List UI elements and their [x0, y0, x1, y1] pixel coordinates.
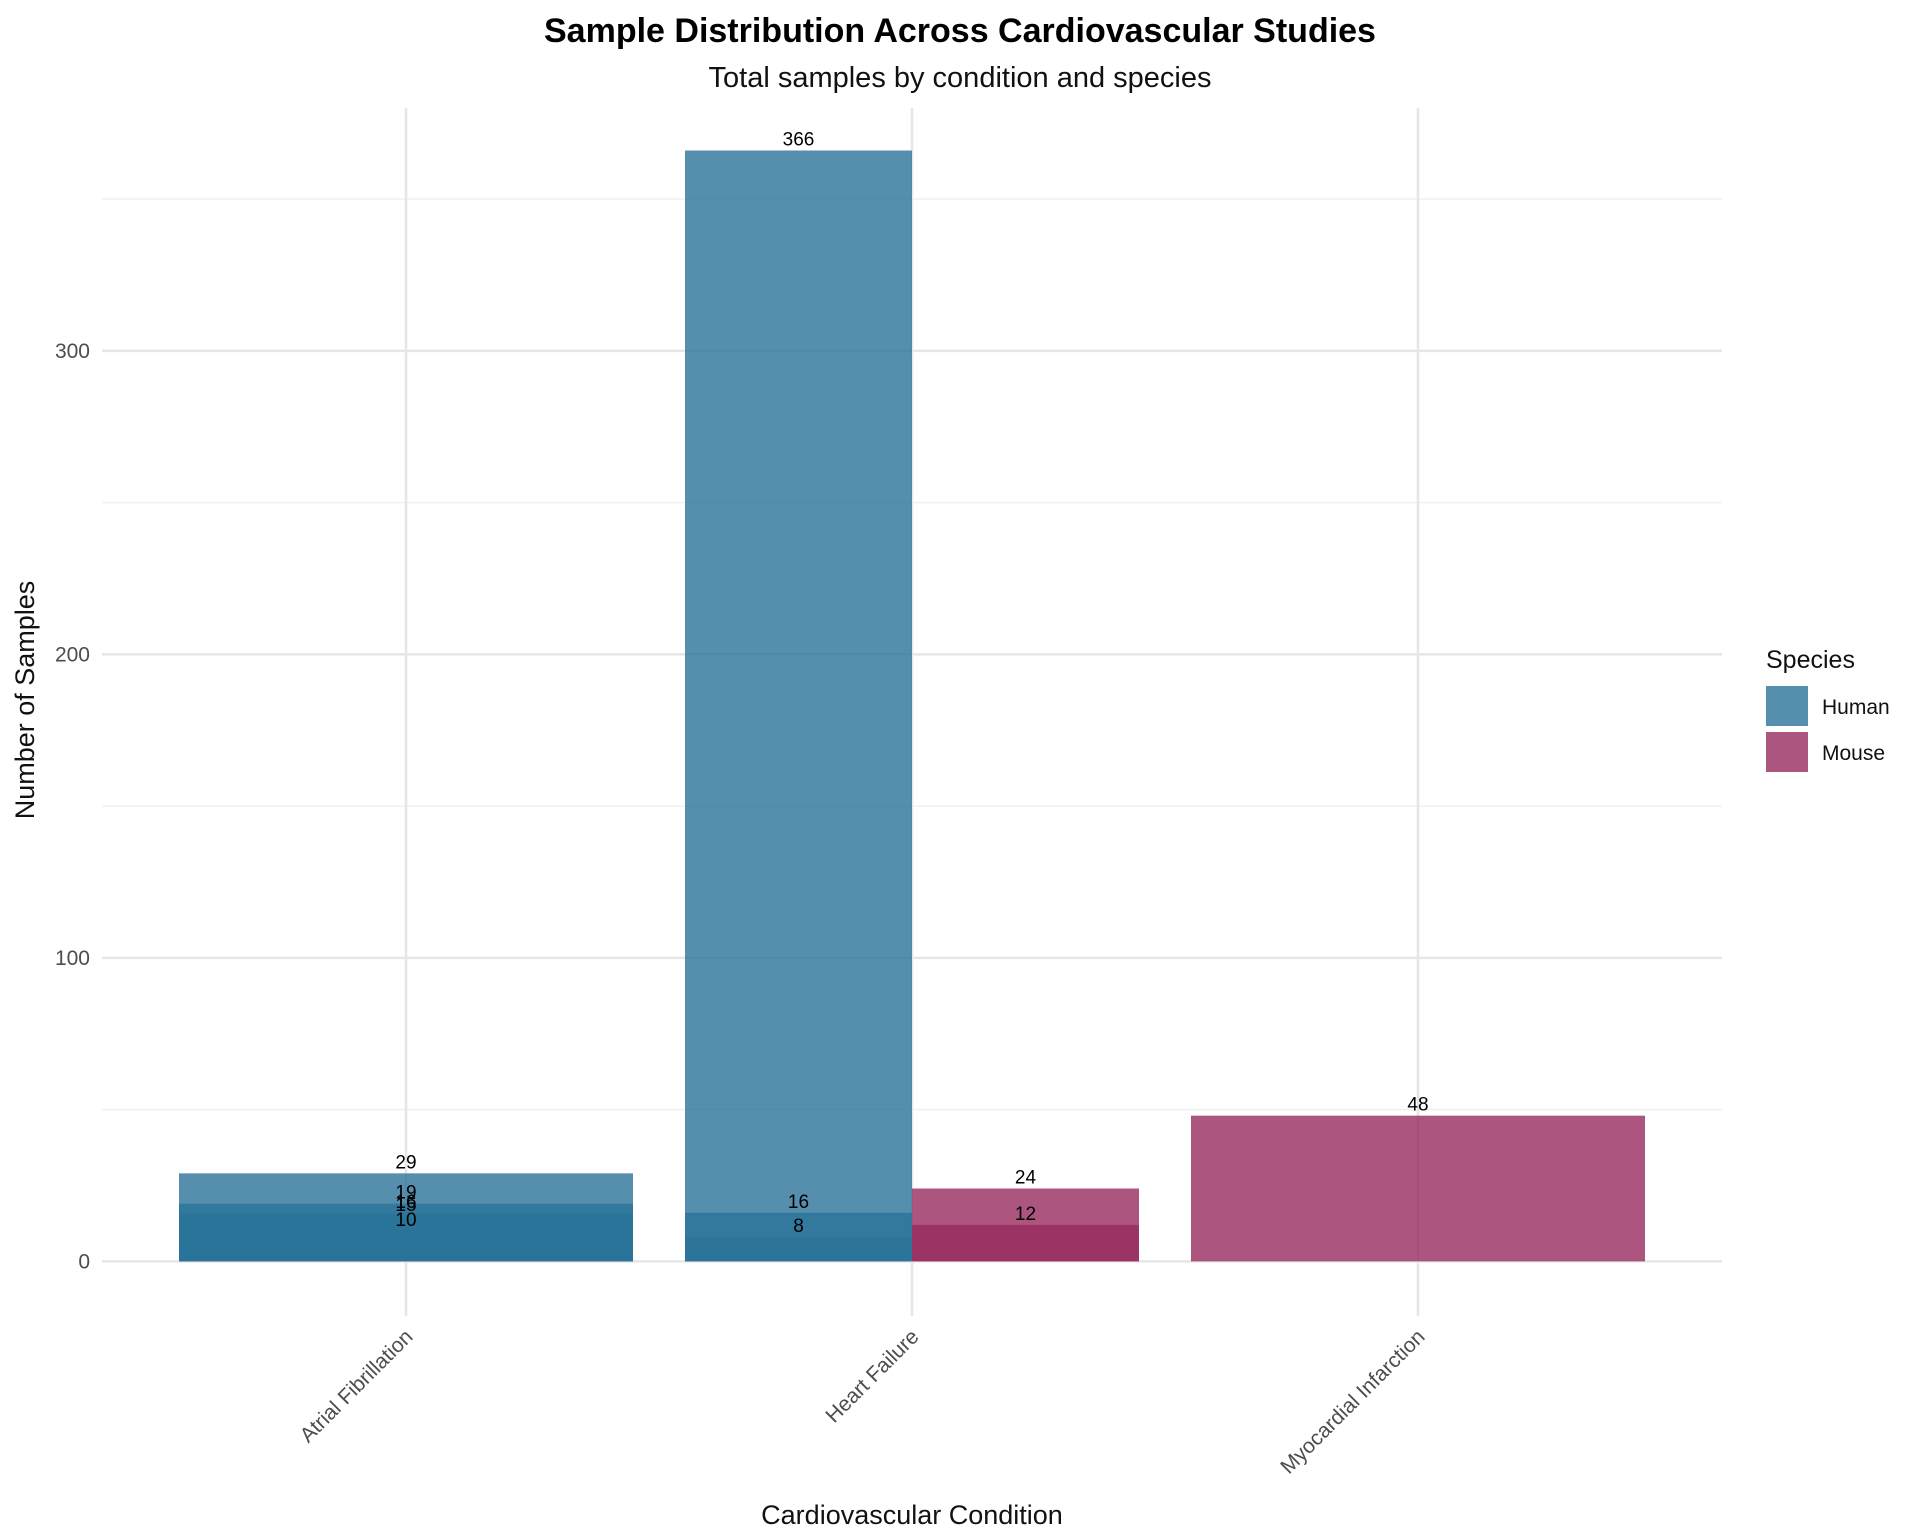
y-axis-ticks: 0 100 200 300 — [55, 340, 90, 1274]
legend-swatch-human — [1766, 686, 1808, 726]
x-axis-ticks: Atrial Fibrillation Heart Failure Myocardi… — [296, 1325, 1430, 1478]
x-tick-label: Atrial Fibrillation — [296, 1325, 418, 1447]
y-tick-label: 0 — [78, 1250, 90, 1273]
bar-mouse — [912, 1224, 1139, 1262]
bar-human — [685, 1237, 912, 1262]
bar-value-label: 8 — [793, 1216, 804, 1237]
y-axis-title: Number of Samples — [10, 581, 40, 820]
legend: Species Human Mouse — [1766, 646, 1890, 772]
chart-title: Sample Distribution Across Cardiovascula… — [544, 12, 1376, 50]
bar-value-label: 48 — [1407, 1095, 1428, 1116]
bar-human — [179, 1231, 633, 1262]
bar-value-label: 366 — [783, 129, 815, 150]
legend-swatch-mouse — [1766, 732, 1808, 772]
bar-mouse — [1191, 1115, 1645, 1262]
bar-value-label: 12 — [1015, 1204, 1036, 1225]
x-tick-label: Myocardial Infarction — [1276, 1325, 1429, 1478]
y-tick-label: 300 — [55, 340, 90, 363]
chart-subtitle: Total samples by condition and species — [709, 62, 1212, 94]
bars — [179, 150, 1645, 1262]
bar-value-label: 15 — [395, 1195, 416, 1216]
x-tick-label: Heart Failure — [821, 1325, 923, 1427]
bar-value-label: 24 — [1015, 1168, 1037, 1189]
x-axis-title: Cardiovascular Condition — [761, 1500, 1063, 1530]
bar-human — [685, 150, 912, 1262]
y-tick-label: 100 — [55, 947, 90, 970]
bar-value-label: 29 — [395, 1152, 416, 1173]
bar-value-label: 16 — [788, 1192, 809, 1213]
bar-value-label: 10 — [395, 1210, 416, 1231]
legend-title: Species — [1766, 646, 1855, 674]
legend-label-mouse: Mouse — [1822, 742, 1885, 765]
y-tick-label: 200 — [55, 643, 90, 666]
bar-value-label: 19 — [395, 1183, 416, 1204]
bar-value-label: 16 — [395, 1192, 416, 1213]
legend-label-human: Human — [1822, 696, 1890, 719]
